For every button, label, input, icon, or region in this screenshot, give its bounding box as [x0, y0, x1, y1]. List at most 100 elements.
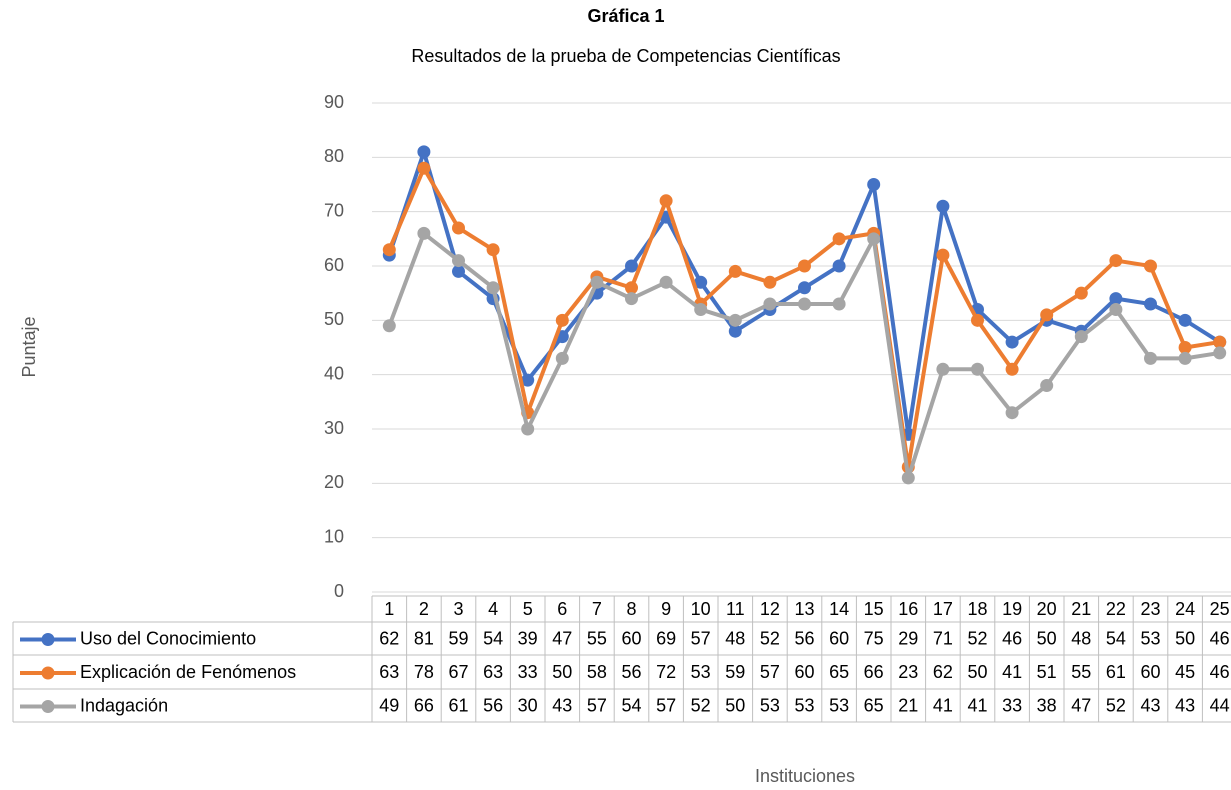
- x-tick-label: 12: [760, 599, 780, 619]
- table-value: 51: [1037, 662, 1057, 682]
- data-point: [694, 302, 708, 316]
- x-tick-label: 16: [898, 599, 918, 619]
- data-point: [625, 259, 638, 273]
- y-tick-label: 40: [324, 363, 344, 383]
- table-value: 55: [1071, 662, 1091, 682]
- data-point: [1144, 297, 1157, 311]
- data-point: [728, 324, 742, 338]
- table-value: 45: [1175, 662, 1195, 682]
- table-value: 53: [760, 695, 780, 715]
- x-tick-label: 8: [626, 599, 636, 619]
- data-point: [452, 264, 465, 278]
- table-value: 54: [1106, 628, 1126, 648]
- data-point: [971, 313, 984, 327]
- table-value: 66: [864, 662, 884, 682]
- data-point: [555, 313, 569, 327]
- table-value: 67: [448, 662, 468, 682]
- data-point: [936, 248, 950, 262]
- data-point: [1005, 406, 1019, 420]
- data-point: [763, 275, 777, 289]
- data-point: [728, 313, 742, 327]
- table-value: 62: [379, 628, 399, 648]
- table-value: 63: [483, 662, 503, 682]
- legend-label: Explicación de Fenómenos: [80, 662, 296, 682]
- x-tick-label: 14: [829, 599, 849, 619]
- table-value: 65: [829, 662, 849, 682]
- data-point: [1178, 313, 1192, 327]
- table-value: 39: [518, 628, 538, 648]
- table-value: 46: [1210, 628, 1230, 648]
- x-tick-label: 15: [864, 599, 884, 619]
- table-value: 52: [967, 628, 987, 648]
- table-value: 53: [1140, 628, 1160, 648]
- data-point: [1109, 292, 1123, 306]
- x-tick-label: 18: [967, 599, 987, 619]
- y-tick-label: 80: [324, 146, 344, 166]
- data-point: [1144, 259, 1157, 273]
- data-point: [867, 178, 881, 191]
- chart-title: Gráfica 1: [587, 6, 664, 26]
- table-value: 55: [587, 628, 607, 648]
- table-value: 48: [1071, 628, 1091, 648]
- table-value: 60: [1140, 662, 1160, 682]
- table-value: 46: [1002, 628, 1022, 648]
- y-tick-label: 60: [324, 255, 344, 275]
- table-value: 21: [898, 695, 918, 715]
- table-value: 23: [898, 662, 918, 682]
- y-tick-label: 50: [324, 309, 344, 329]
- table-value: 65: [864, 695, 884, 715]
- data-point: [417, 226, 431, 240]
- table-value: 54: [621, 695, 641, 715]
- x-tick-label: 2: [419, 599, 429, 619]
- x-tick-label: 17: [933, 599, 953, 619]
- x-tick-label: 10: [691, 599, 711, 619]
- data-point: [452, 254, 465, 268]
- table-value: 41: [1002, 662, 1022, 682]
- table-value: 48: [725, 628, 745, 648]
- x-tick-label: 11: [726, 599, 745, 619]
- data-point: [798, 297, 811, 311]
- data-point: [1040, 308, 1054, 322]
- data-point: [936, 199, 950, 213]
- x-tick-label: 20: [1037, 599, 1057, 619]
- table-value: 47: [1071, 695, 1091, 715]
- table-value: 50: [725, 695, 745, 715]
- table-value: 60: [621, 628, 641, 648]
- table-value: 33: [518, 662, 538, 682]
- data-point: [763, 297, 777, 311]
- data-point: [417, 145, 431, 159]
- x-tick-label: 19: [1002, 599, 1022, 619]
- data-point: [901, 471, 915, 485]
- table-value: 50: [1175, 628, 1195, 648]
- y-tick-label: 10: [324, 526, 344, 546]
- x-tick-label: 9: [661, 599, 671, 619]
- data-point: [832, 259, 846, 273]
- data-point: [590, 275, 604, 289]
- x-tick-label: 23: [1140, 599, 1160, 619]
- table-value: 57: [760, 662, 780, 682]
- table-value: 78: [414, 662, 434, 682]
- data-point: [659, 275, 673, 289]
- y-tick-label: 20: [324, 472, 344, 492]
- data-point: [382, 243, 396, 257]
- data-point: [417, 161, 431, 175]
- table-value: 29: [898, 628, 918, 648]
- table-value: 41: [967, 695, 987, 715]
- data-point: [1074, 330, 1088, 344]
- table-value: 52: [1106, 695, 1126, 715]
- table-value: 61: [448, 695, 468, 715]
- data-point: [1005, 335, 1019, 349]
- data-point: [1213, 346, 1227, 360]
- table-value: 57: [587, 695, 607, 715]
- table-value: 50: [552, 662, 572, 682]
- x-tick-label: 13: [794, 599, 814, 619]
- table-value: 50: [1037, 628, 1057, 648]
- legend-marker: [41, 666, 55, 680]
- table-value: 72: [656, 662, 676, 682]
- y-tick-label: 70: [324, 200, 344, 220]
- data-point: [382, 319, 396, 333]
- data-point: [625, 292, 638, 306]
- data-point: [1144, 351, 1157, 365]
- table-value: 44: [1210, 695, 1230, 715]
- data-point: [867, 232, 881, 246]
